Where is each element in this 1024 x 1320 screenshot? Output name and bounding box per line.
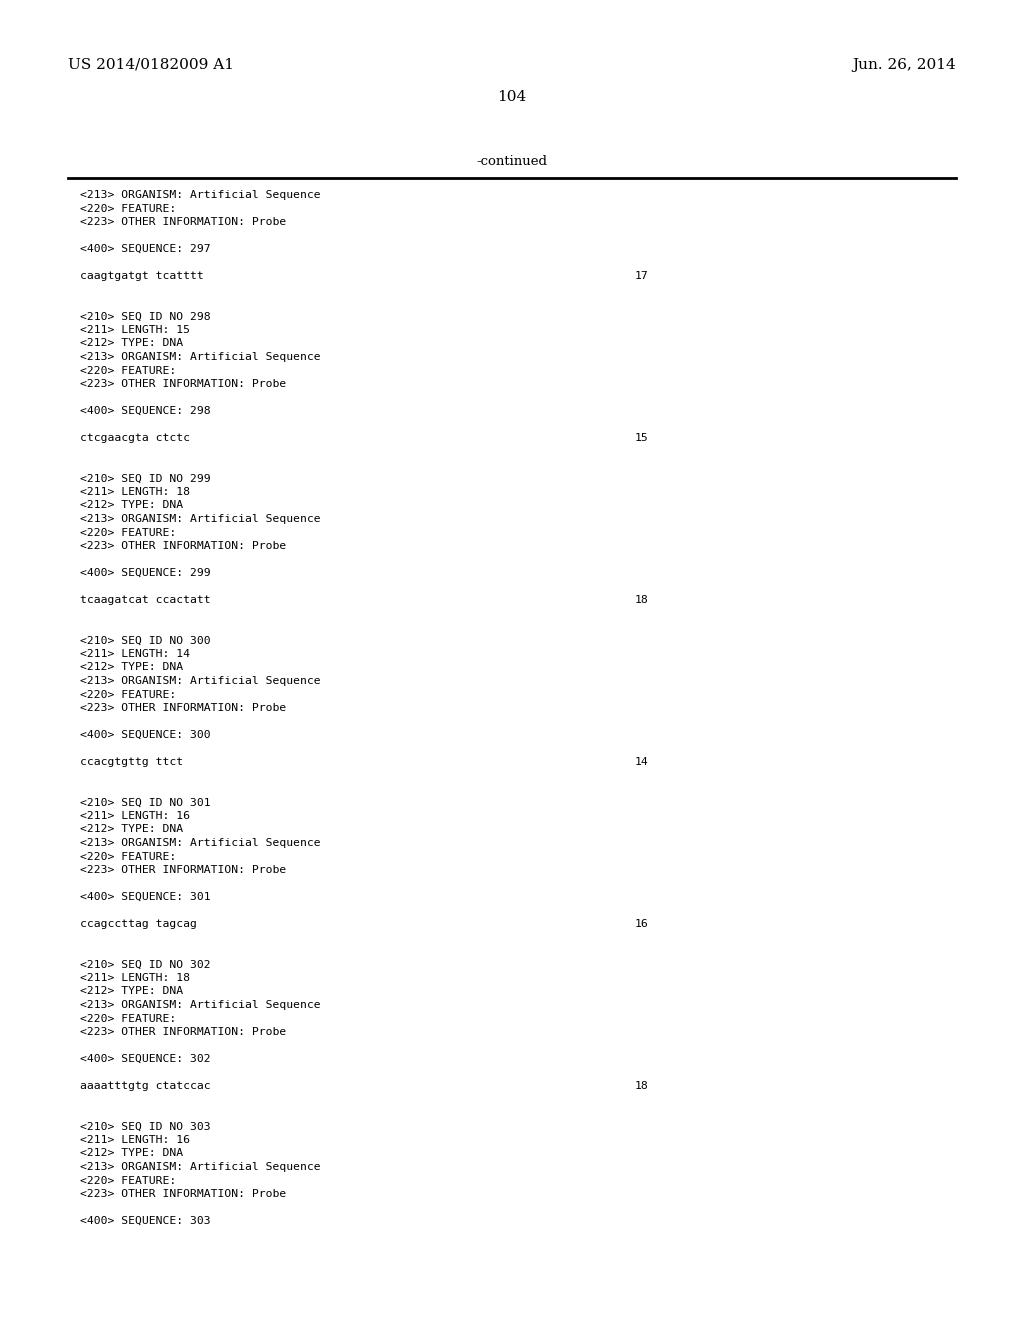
Text: <400> SEQUENCE: 301: <400> SEQUENCE: 301 — [80, 892, 211, 902]
Text: <213> ORGANISM: Artificial Sequence: <213> ORGANISM: Artificial Sequence — [80, 676, 321, 686]
Text: <220> FEATURE:: <220> FEATURE: — [80, 203, 176, 214]
Text: <220> FEATURE:: <220> FEATURE: — [80, 1176, 176, 1185]
Text: <213> ORGANISM: Artificial Sequence: <213> ORGANISM: Artificial Sequence — [80, 1001, 321, 1010]
Text: <220> FEATURE:: <220> FEATURE: — [80, 366, 176, 375]
Text: <400> SEQUENCE: 297: <400> SEQUENCE: 297 — [80, 244, 211, 253]
Text: <212> TYPE: DNA: <212> TYPE: DNA — [80, 986, 183, 997]
Text: <220> FEATURE:: <220> FEATURE: — [80, 851, 176, 862]
Text: caagtgatgt tcatttt: caagtgatgt tcatttt — [80, 271, 204, 281]
Text: <223> OTHER INFORMATION: Probe: <223> OTHER INFORMATION: Probe — [80, 379, 287, 389]
Text: <210> SEQ ID NO 302: <210> SEQ ID NO 302 — [80, 960, 211, 969]
Text: <213> ORGANISM: Artificial Sequence: <213> ORGANISM: Artificial Sequence — [80, 352, 321, 362]
Text: <213> ORGANISM: Artificial Sequence: <213> ORGANISM: Artificial Sequence — [80, 513, 321, 524]
Text: -continued: -continued — [476, 154, 548, 168]
Text: <211> LENGTH: 16: <211> LENGTH: 16 — [80, 810, 190, 821]
Text: Jun. 26, 2014: Jun. 26, 2014 — [852, 58, 956, 73]
Text: <223> OTHER INFORMATION: Probe: <223> OTHER INFORMATION: Probe — [80, 541, 287, 550]
Text: <400> SEQUENCE: 298: <400> SEQUENCE: 298 — [80, 407, 211, 416]
Text: US 2014/0182009 A1: US 2014/0182009 A1 — [68, 58, 234, 73]
Text: <213> ORGANISM: Artificial Sequence: <213> ORGANISM: Artificial Sequence — [80, 1162, 321, 1172]
Text: <212> TYPE: DNA: <212> TYPE: DNA — [80, 338, 183, 348]
Text: <223> OTHER INFORMATION: Probe: <223> OTHER INFORMATION: Probe — [80, 1027, 287, 1038]
Text: <400> SEQUENCE: 303: <400> SEQUENCE: 303 — [80, 1216, 211, 1226]
Text: 18: 18 — [635, 595, 649, 605]
Text: <223> OTHER INFORMATION: Probe: <223> OTHER INFORMATION: Probe — [80, 216, 287, 227]
Text: <223> OTHER INFORMATION: Probe: <223> OTHER INFORMATION: Probe — [80, 865, 287, 875]
Text: <210> SEQ ID NO 298: <210> SEQ ID NO 298 — [80, 312, 211, 322]
Text: <211> LENGTH: 16: <211> LENGTH: 16 — [80, 1135, 190, 1144]
Text: <223> OTHER INFORMATION: Probe: <223> OTHER INFORMATION: Probe — [80, 1189, 287, 1199]
Text: ccacgtgttg ttct: ccacgtgttg ttct — [80, 756, 183, 767]
Text: <220> FEATURE:: <220> FEATURE: — [80, 689, 176, 700]
Text: <212> TYPE: DNA: <212> TYPE: DNA — [80, 825, 183, 834]
Text: aaaatttgtg ctatccac: aaaatttgtg ctatccac — [80, 1081, 211, 1092]
Text: <400> SEQUENCE: 300: <400> SEQUENCE: 300 — [80, 730, 211, 741]
Text: 14: 14 — [635, 756, 649, 767]
Text: <220> FEATURE:: <220> FEATURE: — [80, 1014, 176, 1023]
Text: 18: 18 — [635, 1081, 649, 1092]
Text: <213> ORGANISM: Artificial Sequence: <213> ORGANISM: Artificial Sequence — [80, 190, 321, 201]
Text: <220> FEATURE:: <220> FEATURE: — [80, 528, 176, 537]
Text: 104: 104 — [498, 90, 526, 104]
Text: <210> SEQ ID NO 303: <210> SEQ ID NO 303 — [80, 1122, 211, 1131]
Text: <211> LENGTH: 15: <211> LENGTH: 15 — [80, 325, 190, 335]
Text: <212> TYPE: DNA: <212> TYPE: DNA — [80, 663, 183, 672]
Text: ccagccttag tagcag: ccagccttag tagcag — [80, 919, 197, 929]
Text: <212> TYPE: DNA: <212> TYPE: DNA — [80, 500, 183, 511]
Text: 17: 17 — [635, 271, 649, 281]
Text: <211> LENGTH: 18: <211> LENGTH: 18 — [80, 973, 190, 983]
Text: <210> SEQ ID NO 301: <210> SEQ ID NO 301 — [80, 797, 211, 808]
Text: tcaagatcat ccactatt: tcaagatcat ccactatt — [80, 595, 211, 605]
Text: <212> TYPE: DNA: <212> TYPE: DNA — [80, 1148, 183, 1159]
Text: ctcgaacgta ctctc: ctcgaacgta ctctc — [80, 433, 190, 444]
Text: <223> OTHER INFORMATION: Probe: <223> OTHER INFORMATION: Probe — [80, 704, 287, 713]
Text: <210> SEQ ID NO 300: <210> SEQ ID NO 300 — [80, 635, 211, 645]
Text: <211> LENGTH: 18: <211> LENGTH: 18 — [80, 487, 190, 498]
Text: 15: 15 — [635, 433, 649, 444]
Text: <400> SEQUENCE: 302: <400> SEQUENCE: 302 — [80, 1053, 211, 1064]
Text: <210> SEQ ID NO 299: <210> SEQ ID NO 299 — [80, 474, 211, 483]
Text: <213> ORGANISM: Artificial Sequence: <213> ORGANISM: Artificial Sequence — [80, 838, 321, 847]
Text: 16: 16 — [635, 919, 649, 929]
Text: <211> LENGTH: 14: <211> LENGTH: 14 — [80, 649, 190, 659]
Text: <400> SEQUENCE: 299: <400> SEQUENCE: 299 — [80, 568, 211, 578]
